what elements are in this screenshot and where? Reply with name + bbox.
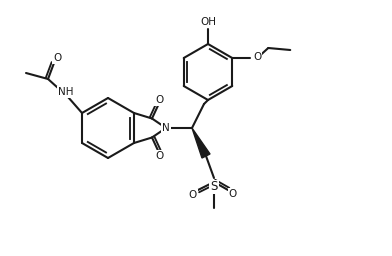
Text: NH: NH [58, 87, 74, 97]
Text: O: O [229, 189, 237, 199]
Text: S: S [211, 180, 218, 194]
Text: OH: OH [200, 17, 216, 27]
Text: O: O [155, 95, 163, 105]
Polygon shape [192, 128, 210, 158]
Text: O: O [189, 190, 197, 200]
Text: N: N [162, 123, 170, 133]
Text: O: O [155, 151, 163, 161]
Text: O: O [253, 52, 261, 62]
Text: O: O [53, 53, 61, 63]
